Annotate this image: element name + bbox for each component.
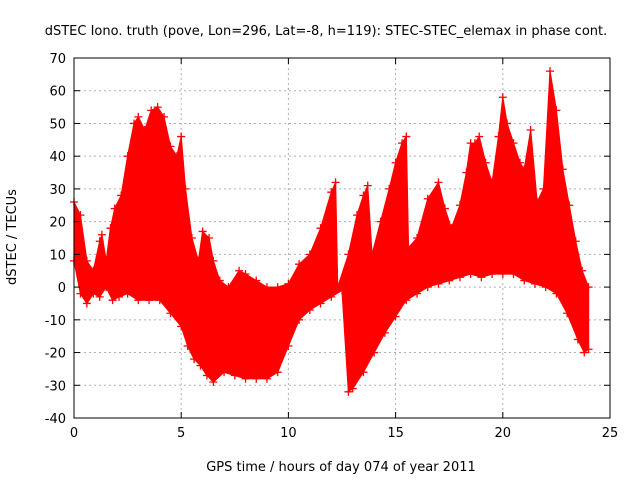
y-tick-label: 0 — [58, 281, 66, 296]
y-tick-label: 60 — [49, 85, 66, 100]
x-tick-label: 25 — [602, 426, 619, 441]
y-tick-label: -20 — [45, 347, 66, 362]
y-axis-label: dSTEC / TECUs — [5, 189, 20, 285]
y-tick-label: 20 — [49, 216, 66, 231]
series-band — [73, 70, 590, 393]
y-tick-label: -40 — [45, 412, 66, 427]
x-tick-label: 10 — [280, 426, 297, 441]
x-tick-label: 0 — [70, 426, 78, 441]
y-tick-label: 40 — [49, 150, 66, 165]
x-tick-label: 15 — [387, 426, 404, 441]
tick-labels: 0 5 10 15 20 25 -40 -30 -20 -10 0 10 20 30 40 50 60 70 — [45, 52, 619, 441]
y-tick-label: -30 — [45, 379, 66, 394]
plot-frame — [73, 57, 611, 419]
x-tick-label: 20 — [495, 426, 512, 441]
axis-ticks — [73, 57, 611, 419]
y-tick-label: 10 — [49, 248, 66, 263]
data-series — [70, 67, 593, 396]
x-axis-label: GPS time / hours of day 074 of year 2011 — [206, 460, 476, 475]
y-tick-label: -10 — [45, 314, 66, 329]
x-tick-label: 5 — [177, 426, 185, 441]
y-tick-label: 70 — [49, 52, 66, 67]
chart-title: dSTEC Iono. truth (pove, Lon=296, Lat=-8… — [45, 24, 608, 39]
y-tick-label: 30 — [49, 183, 66, 198]
y-tick-label: 50 — [49, 117, 66, 132]
